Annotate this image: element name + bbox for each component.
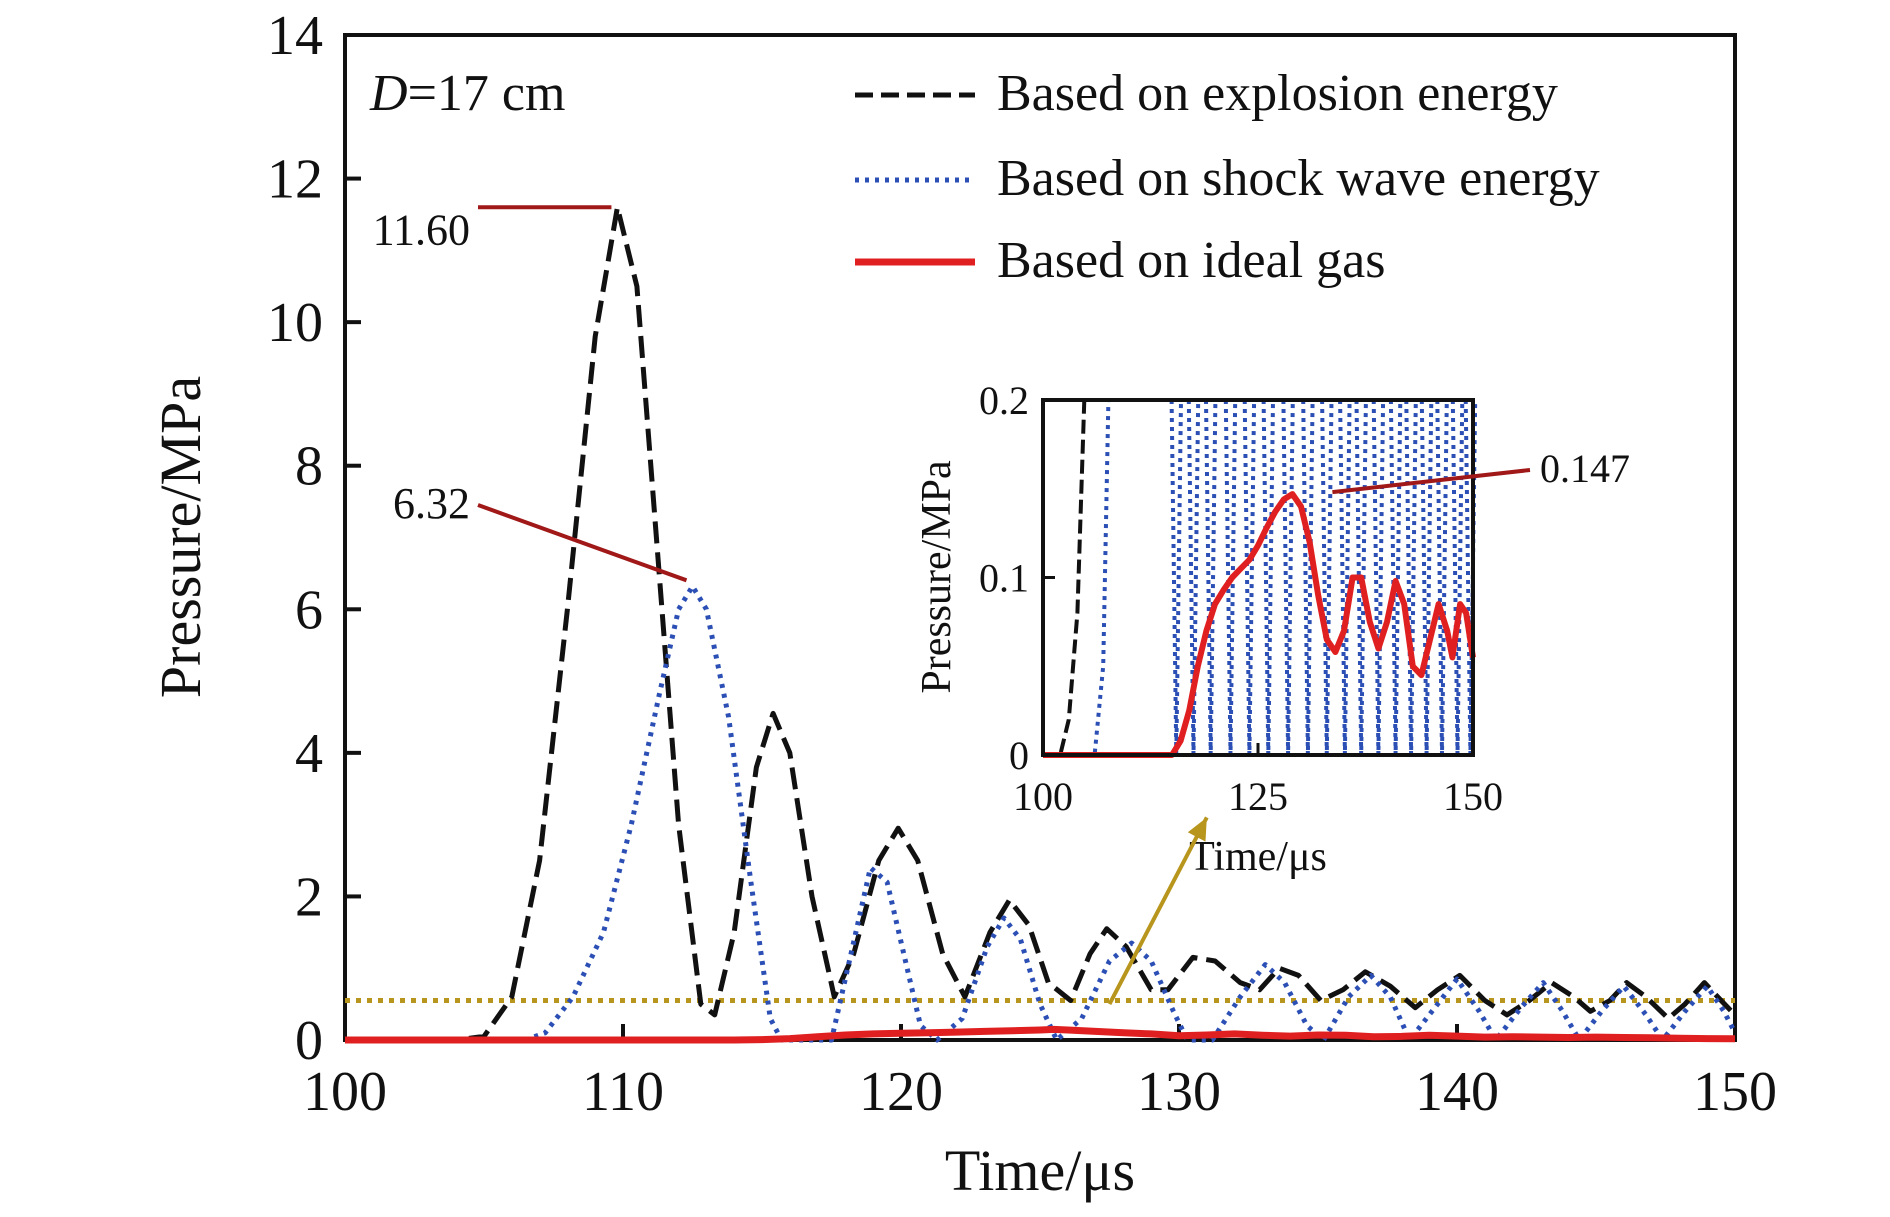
inset-shock-oscillation	[1186, 399, 1201, 756]
y-axis-title: Pressure/MPa	[148, 376, 213, 698]
peak-leader-line	[477, 503, 688, 583]
inset-shock-oscillation	[1169, 399, 1183, 756]
inset-peak-leader-line	[1332, 468, 1531, 495]
inset-shock-oscillation	[1371, 399, 1386, 756]
inset-x-tick-label: 100	[1013, 774, 1073, 819]
main-plot: 0 2 4 6 8 10 12 14 100 110 120 130 140 150 11.60 6.32	[267, 5, 1777, 1123]
legend-label-shock: Based on shock wave energy	[997, 150, 1600, 207]
legend-label-explosion: Based on explosion energy	[997, 65, 1558, 122]
inset-shock-oscillation	[1281, 399, 1295, 756]
arrow-head	[1187, 817, 1207, 842]
inset-x-axis-title: Time/μs	[1189, 834, 1327, 880]
x-tick-label: 130	[1137, 1061, 1221, 1123]
ideal-gas-line	[345, 1025, 1736, 1044]
inset-shock-oscillation	[1204, 399, 1218, 756]
explosion-energy-line	[345, 204, 1737, 1043]
inset-y-tick-label: 0.2	[979, 378, 1029, 423]
inset-shock-oscillation	[1320, 399, 1334, 756]
peak-label-shock: 6.32	[393, 479, 470, 528]
y-axis-ticks: 0 2 4 6 8 10 12 14	[267, 5, 361, 1072]
plot-frame	[343, 33, 1737, 1042]
inset-x-tick-label: 150	[1443, 774, 1503, 819]
inset-shock-oscillation	[1419, 399, 1434, 756]
inset-shock-oscillation	[1338, 399, 1352, 756]
inset-y-tick-label: 0.1	[979, 556, 1029, 601]
inset-y-axis-title: Pressure/MPa	[914, 460, 960, 694]
main-annotations: 11.60 6.32	[373, 205, 688, 583]
y-tick-label: 4	[295, 723, 323, 785]
inset-shock-oscillation	[1435, 399, 1449, 756]
x-tick-label: 100	[303, 1061, 387, 1123]
inset-shock-oscillation	[1404, 399, 1418, 756]
panel-label: D=17 cm	[369, 65, 565, 122]
y-tick-label: 14	[267, 5, 323, 67]
inset-shock-oscillation	[1261, 399, 1275, 756]
inset-shock-oscillation	[1463, 399, 1478, 756]
y-tick-label: 2	[295, 866, 323, 928]
inset-plot: 0 0.1 0.2 100 125 150 Time/μs Pressure/MPa 0.…	[914, 378, 1630, 880]
x-tick-label: 150	[1693, 1061, 1777, 1123]
shock-wave-energy-line	[345, 583, 1738, 1043]
inset-peak-label: 0.147	[1540, 446, 1630, 491]
x-axis-title: Time/μs	[945, 1138, 1135, 1203]
y-tick-label: 0	[295, 1010, 323, 1072]
inset-pointer-arrow	[1107, 816, 1209, 1006]
x-axis-ticks: 100 110 120 130 140 150	[303, 1024, 1777, 1123]
y-tick-label: 6	[295, 579, 323, 641]
y-tick-label: 10	[267, 292, 323, 354]
inset-ideal-gas-line	[1043, 491, 1476, 758]
x-tick-label: 120	[859, 1061, 943, 1123]
inset-ticks: 0 0.1 0.2 100 125 150	[979, 378, 1503, 819]
inset-x-tick-label: 125	[1228, 774, 1288, 819]
inset-annotation: 0.147	[1332, 446, 1630, 495]
panel-label-var: D	[369, 65, 408, 122]
x-tick-label: 140	[1415, 1061, 1499, 1123]
panel-label-value: =17 cm	[408, 65, 566, 122]
legend: Based on explosion energy Based on shock…	[855, 65, 1600, 289]
inset-shock-oscillation	[1223, 399, 1238, 756]
inset-series-lines	[1043, 399, 1478, 758]
legend-label-ideal-gas: Based on ideal gas	[997, 232, 1385, 289]
y-tick-label: 8	[295, 436, 323, 498]
inset-y-tick-label: 0	[1009, 733, 1029, 778]
inset-shock-oscillation	[1242, 399, 1257, 756]
y-tick-label: 12	[267, 149, 323, 211]
inset-shock-wave-energy-line	[1043, 399, 1111, 757]
main-series-lines	[345, 204, 1738, 1044]
peak-label-explosion: 11.60	[373, 205, 470, 254]
inset-shock-oscillation	[1450, 399, 1465, 756]
arrow-shaft	[1107, 816, 1209, 1006]
x-tick-label: 110	[582, 1061, 664, 1123]
inset-shock-oscillation	[1354, 399, 1368, 756]
inset-shock-oscillation	[1388, 399, 1403, 756]
